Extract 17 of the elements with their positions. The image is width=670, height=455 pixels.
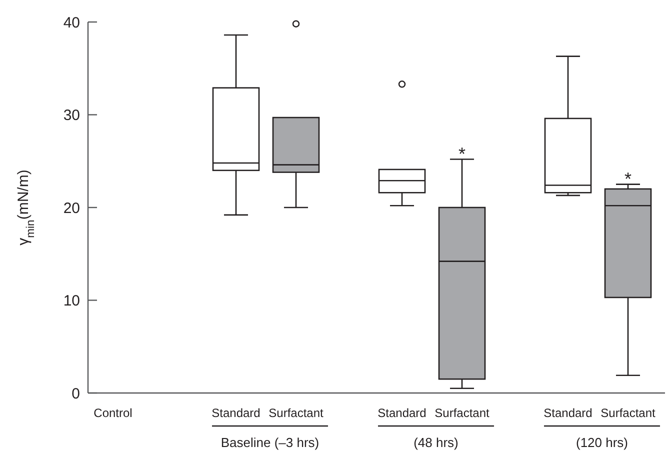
text: (48 hrs): [414, 435, 458, 450]
annotation: *: [458, 144, 466, 164]
x-tick-label: Surfactant: [268, 406, 324, 420]
x-tick-label: Standard: [544, 406, 592, 420]
y-tick-label: 10: [63, 292, 80, 310]
x-tick-label: Control: [94, 406, 132, 420]
x-tick-label: Surfactant: [600, 406, 656, 420]
text: (120 hrs): [576, 435, 628, 450]
y-tick-label: 20: [63, 200, 80, 217]
text: Baseline (–3 hrs): [220, 435, 320, 450]
y-tick-label: 0: [72, 385, 80, 402]
y-tick-label: 40: [63, 14, 80, 32]
x-tick-label: Standard: [212, 406, 260, 420]
x-tick-label: Surfactant: [434, 406, 490, 420]
x-tick-label: Standard: [378, 406, 426, 420]
y-tick-label: 30: [63, 107, 80, 124]
annotation: *: [624, 168, 632, 189]
